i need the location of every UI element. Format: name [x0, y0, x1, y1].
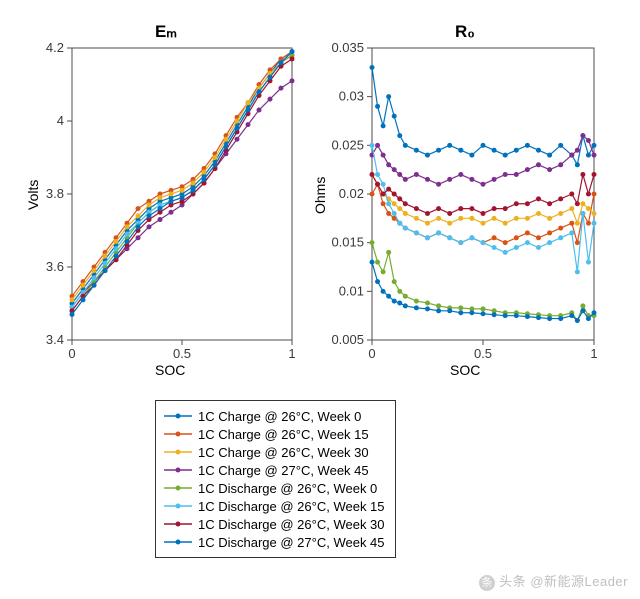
legend-label: 1C Discharge @ 26°C, Week 30: [198, 517, 385, 532]
legend-swatch: [164, 483, 192, 493]
legend-swatch: [164, 447, 192, 457]
svg-text:1: 1: [590, 346, 597, 361]
left-x-axis-label: SOC: [155, 362, 185, 378]
svg-text:4: 4: [57, 113, 64, 128]
legend-label: 1C Charge @ 26°C, Week 30: [198, 445, 369, 460]
svg-text:0.5: 0.5: [474, 346, 492, 361]
legend-item: 1C Discharge @ 26°C, Week 30: [164, 515, 385, 533]
svg-text:0.025: 0.025: [331, 137, 364, 152]
legend-swatch: [164, 501, 192, 511]
svg-text:0.005: 0.005: [331, 332, 364, 347]
watermark-text: 条头条 @新能源Leader: [479, 571, 628, 591]
right-chart-title: R₀: [455, 22, 475, 42]
legend-label: 1C Discharge @ 26°C, Week 0: [198, 481, 377, 496]
svg-text:0.02: 0.02: [339, 186, 364, 201]
legend-item: 1C Charge @ 26°C, Week 30: [164, 443, 385, 461]
svg-text:0.5: 0.5: [173, 346, 191, 361]
figure-root: Eₘ Volts SOC 00.513.43.63.844.2 R₀ Ohms …: [0, 0, 640, 599]
svg-text:3.4: 3.4: [46, 332, 64, 347]
svg-text:1: 1: [288, 346, 295, 361]
legend-swatch: [164, 429, 192, 439]
svg-text:0.03: 0.03: [339, 89, 364, 104]
legend-item: 1C Charge @ 26°C, Week 15: [164, 425, 385, 443]
legend-item: 1C Discharge @ 26°C, Week 0: [164, 479, 385, 497]
legend-item: 1C Charge @ 26°C, Week 0: [164, 407, 385, 425]
right-x-axis-label: SOC: [450, 362, 480, 378]
left-y-axis-label: Volts: [25, 180, 41, 210]
svg-text:0.015: 0.015: [331, 235, 364, 250]
legend-item: 1C Charge @ 27°C, Week 45: [164, 461, 385, 479]
svg-text:3.6: 3.6: [46, 259, 64, 274]
legend-swatch: [164, 465, 192, 475]
legend-item: 1C Discharge @ 27°C, Week 45: [164, 533, 385, 551]
legend-label: 1C Charge @ 26°C, Week 0: [198, 409, 361, 424]
legend-swatch: [164, 411, 192, 421]
legend-swatch: [164, 537, 192, 547]
svg-text:3.8: 3.8: [46, 186, 64, 201]
legend-label: 1C Charge @ 26°C, Week 15: [198, 427, 369, 442]
svg-text:0: 0: [68, 346, 75, 361]
legend-item: 1C Discharge @ 26°C, Week 15: [164, 497, 385, 515]
legend-label: 1C Charge @ 27°C, Week 45: [198, 463, 369, 478]
svg-text:0.01: 0.01: [339, 283, 364, 298]
watermark-icon: 条: [479, 575, 495, 591]
left-chart-title: Eₘ: [155, 22, 177, 42]
svg-text:4.2: 4.2: [46, 40, 64, 55]
svg-text:0.035: 0.035: [331, 40, 364, 55]
legend-swatch: [164, 519, 192, 529]
svg-text:0: 0: [368, 346, 375, 361]
right-y-axis-label: Ohms: [312, 177, 328, 214]
legend-label: 1C Discharge @ 26°C, Week 15: [198, 499, 385, 514]
legend-box: 1C Charge @ 26°C, Week 0 1C Charge @ 26°C…: [155, 400, 396, 558]
legend-label: 1C Discharge @ 27°C, Week 45: [198, 535, 385, 550]
